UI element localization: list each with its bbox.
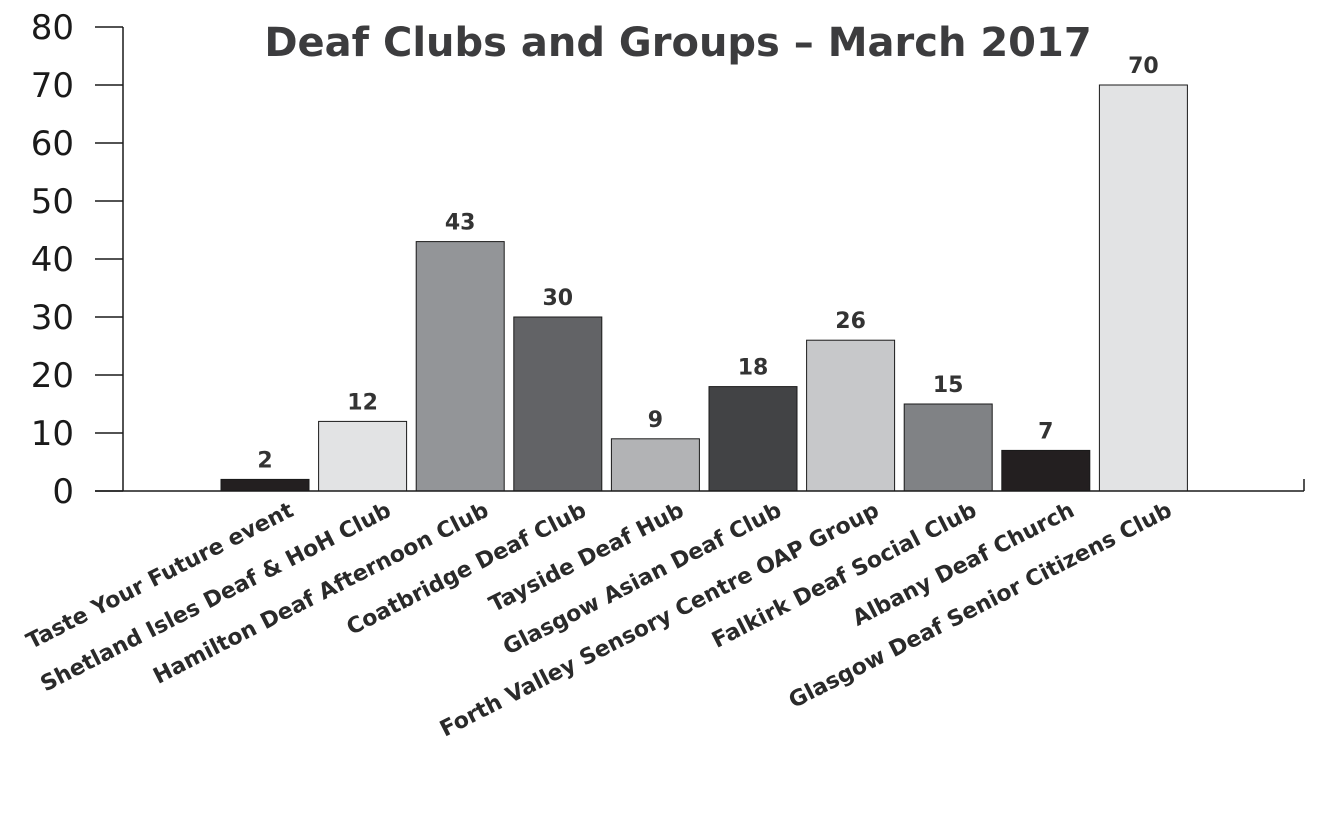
bar: [610, 438, 700, 492]
data-label: 7: [1038, 419, 1053, 444]
value-labels: 2 12 43 30 9 18 26 15 7 70: [257, 54, 1158, 473]
data-label: 9: [648, 408, 663, 433]
data-label: 70: [1128, 54, 1159, 79]
data-label: 26: [835, 309, 866, 334]
data-label: 18: [738, 356, 769, 381]
y-tick-label: 80: [31, 8, 74, 48]
y-tick-label: 20: [31, 356, 74, 396]
y-tick-label: 50: [31, 182, 74, 222]
y-tick-label: 70: [31, 66, 74, 106]
y-tick-label: 10: [31, 414, 74, 454]
bar: [1098, 84, 1188, 492]
y-tick-label: 30: [31, 298, 74, 338]
bar: [1001, 449, 1091, 492]
bars: [220, 84, 1188, 492]
data-label: 30: [542, 286, 573, 311]
y-tick-label: 40: [31, 240, 74, 280]
y-axis: 0 10 20 30 40 50 60 70 80: [31, 8, 124, 512]
data-label: 15: [933, 373, 964, 398]
bar: [415, 241, 505, 492]
bar: [903, 403, 993, 492]
bar: [318, 420, 408, 492]
y-tick-label: 0: [52, 472, 74, 512]
data-label: 2: [257, 448, 272, 473]
y-tick-label: 60: [31, 124, 74, 164]
chart-title: Deaf Clubs and Groups – March 2017: [264, 20, 1091, 66]
bar: [513, 316, 603, 492]
data-label: 43: [445, 211, 476, 236]
bar: [220, 478, 310, 492]
data-label: 12: [347, 390, 378, 415]
bar: [708, 386, 798, 492]
bar: [806, 339, 896, 492]
